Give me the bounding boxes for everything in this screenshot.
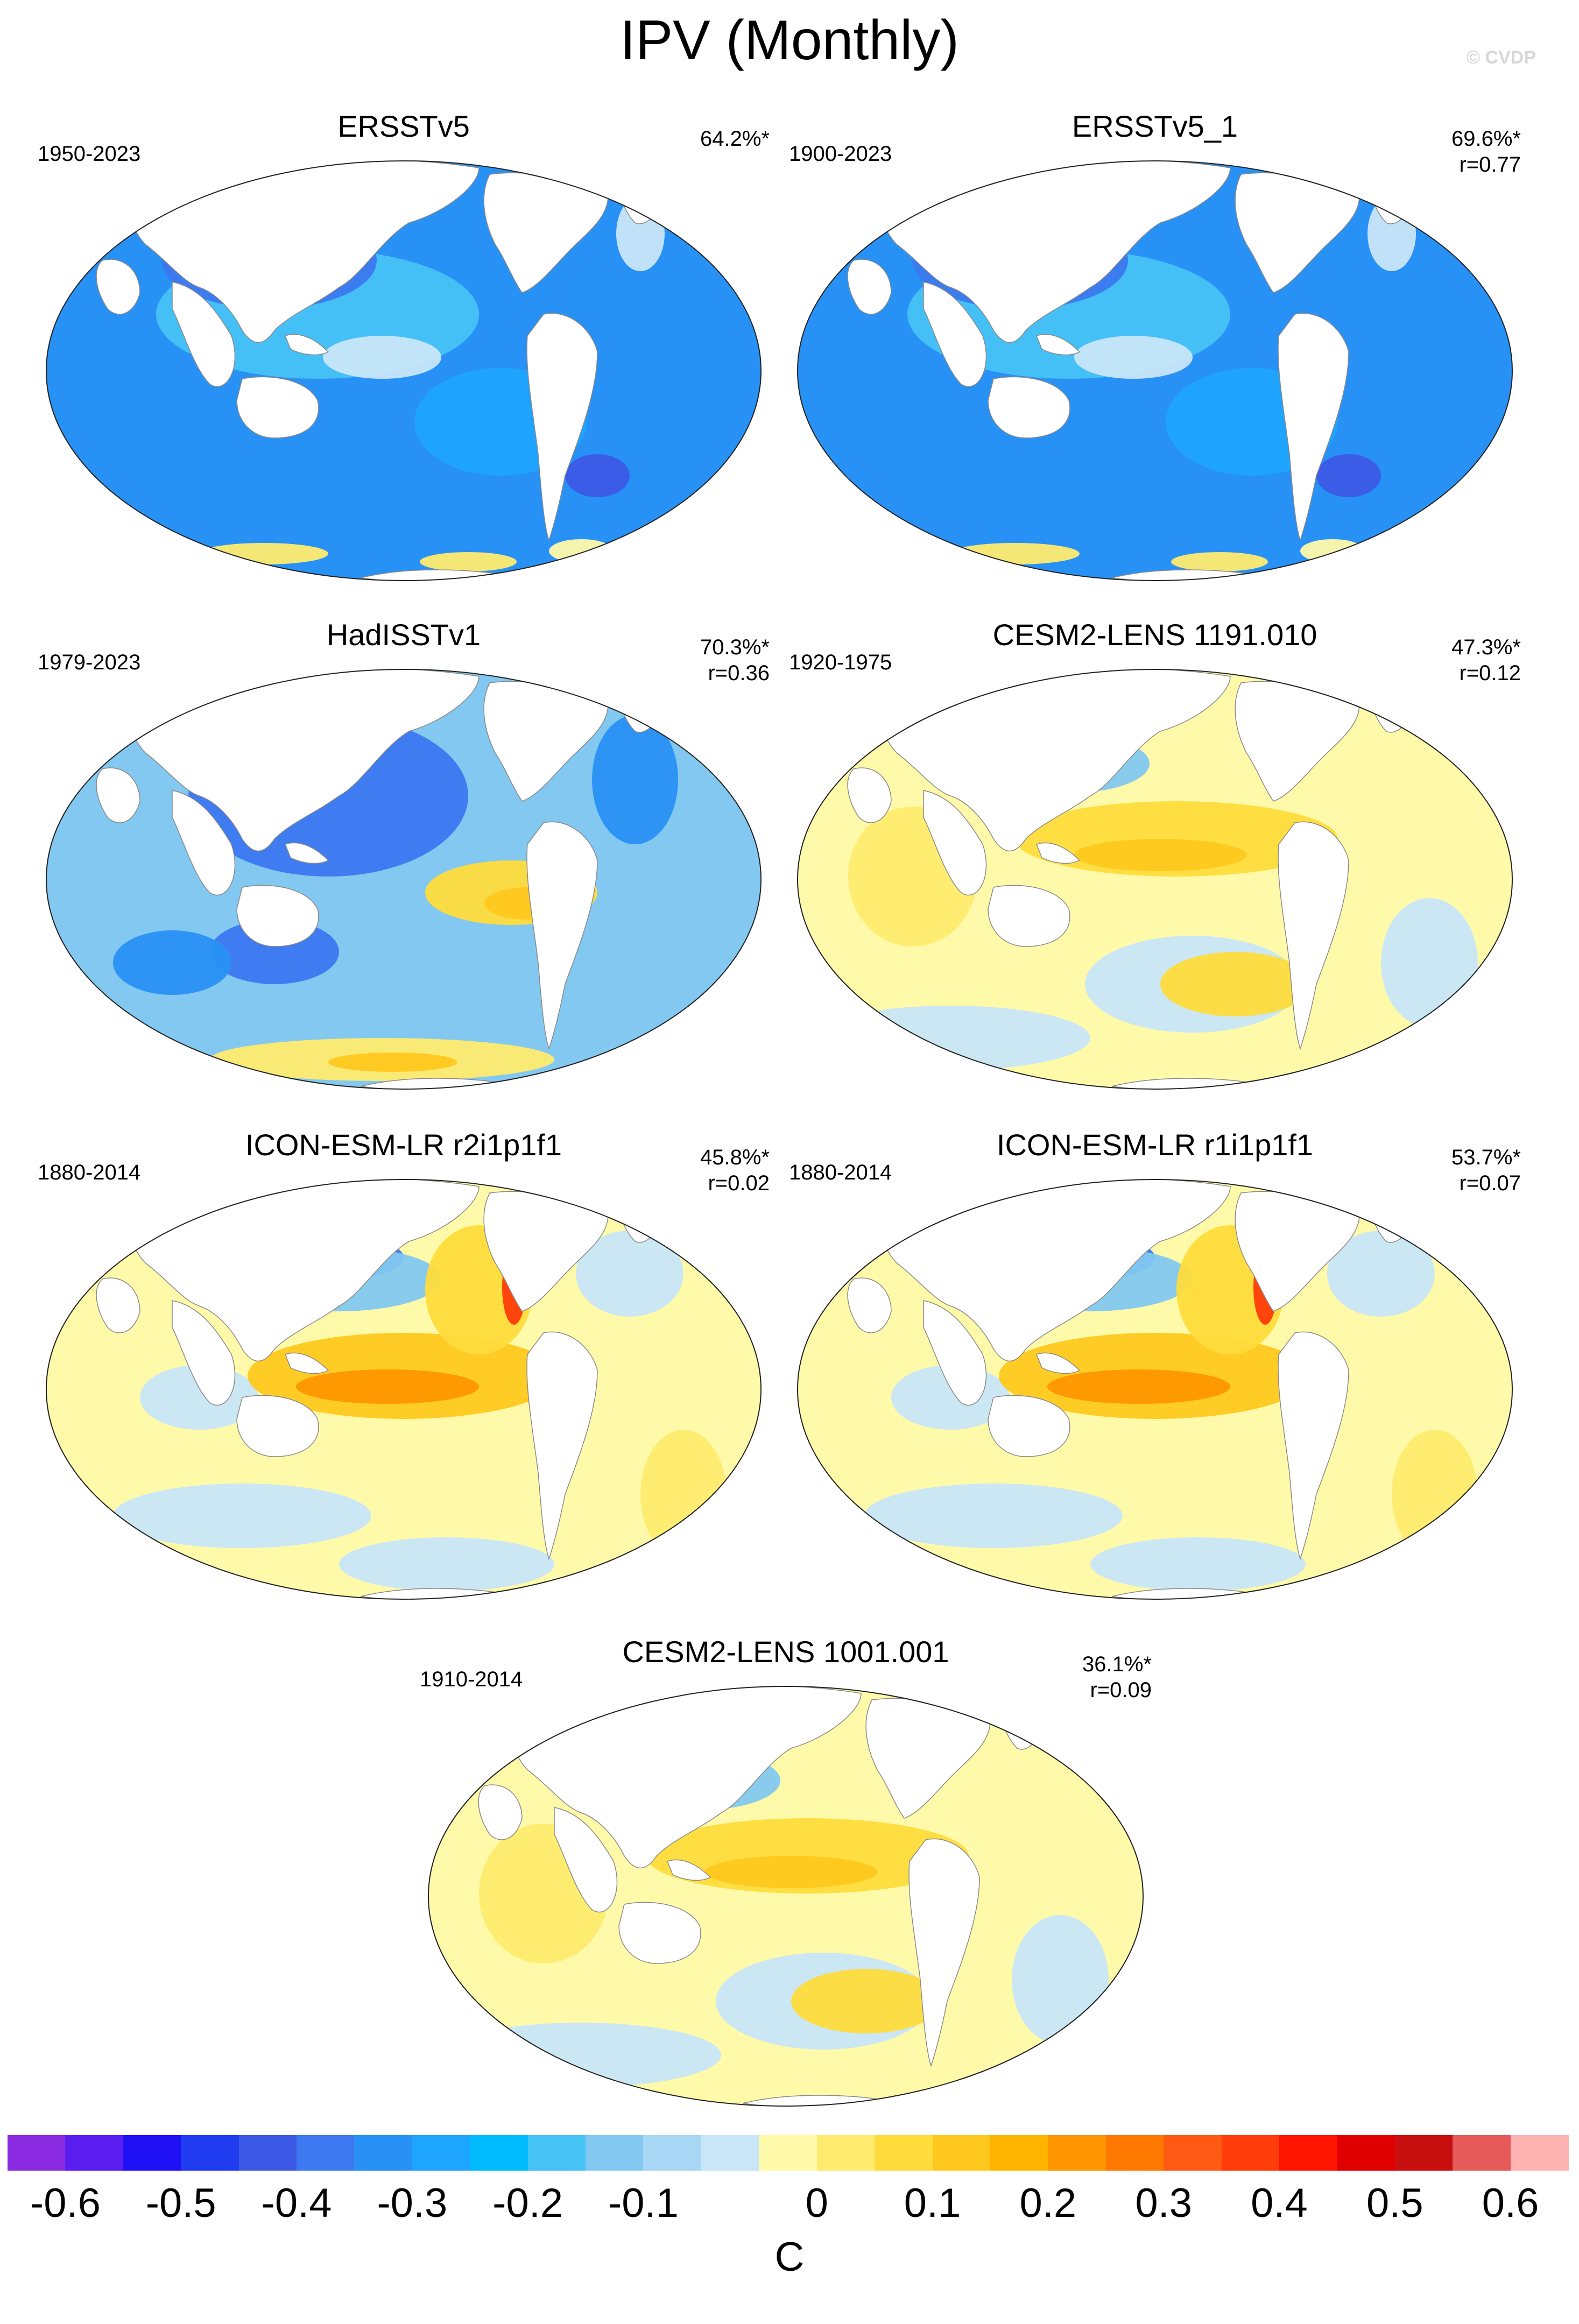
colorbar-swatch <box>1164 2135 1222 2171</box>
colorbar <box>8 2135 1569 2171</box>
panel-correlation: r=0.02 <box>708 1171 770 1195</box>
colorbar-swatch <box>65 2135 124 2171</box>
panel-stats: 70.3%* r=0.36 <box>700 634 770 686</box>
map-panel-ersstv5: ERSSTv5 1950-2023 64.2%* <box>38 108 770 613</box>
panel-stats: 45.8%* r=0.02 <box>700 1145 770 1196</box>
panel-variance: 70.3%* <box>700 635 770 659</box>
panel-period: 1910-2014 <box>420 1668 523 1691</box>
map <box>797 160 1513 581</box>
panel-period: 1900-2023 <box>789 142 892 166</box>
panel-title: ICON-ESM-LR r2i1p1f1 <box>245 1128 562 1162</box>
panel-correlation: r=0.07 <box>1459 1171 1521 1195</box>
colorbar-swatch <box>412 2135 470 2171</box>
colorbar-tick-label: -0.1 <box>608 2180 679 2226</box>
colorbar-tick-label: -0.6 <box>30 2180 101 2226</box>
colorbar-tick-label: -0.3 <box>377 2180 448 2226</box>
panel-stats: 64.2%* <box>700 126 770 152</box>
colorbar-swatch <box>1510 2135 1569 2171</box>
colorbar-swatch <box>701 2135 759 2171</box>
colorbar-tick-label: -0.5 <box>145 2180 216 2226</box>
colorbar-units: C <box>774 2234 805 2280</box>
colorbar-swatch <box>932 2135 991 2171</box>
panel-stats: 53.7%* r=0.07 <box>1451 1145 1521 1196</box>
panel-stats: 47.3%* r=0.12 <box>1451 634 1521 686</box>
colorbar-swatch <box>238 2135 297 2171</box>
colorbar-swatch <box>1453 2135 1511 2171</box>
colorbar-swatch <box>123 2135 181 2171</box>
colorbar-swatch <box>470 2135 528 2171</box>
map <box>797 669 1513 1090</box>
panel-title: ICON-ESM-LR r1i1p1f1 <box>996 1128 1314 1162</box>
watermark: © CVDP <box>1467 47 1536 68</box>
colorbar-tick-label: 0.1 <box>904 2180 961 2226</box>
colorbar-swatch <box>990 2135 1048 2171</box>
panel-correlation: r=0.77 <box>1459 153 1521 176</box>
map <box>797 1179 1513 1600</box>
map-panel-hadisstv1: HadISSTv1 1979-2023 70.3%* r=0.36 <box>38 616 770 1122</box>
panel-stats: 36.1%* r=0.09 <box>1082 1651 1152 1703</box>
map-panel-icon-esm-lr-r2i1p1f1: ICON-ESM-LR r2i1p1f1 1880-2014 45.8%* r=… <box>38 1126 770 1632</box>
colorbar-tick-label: 0.5 <box>1366 2180 1423 2226</box>
panel-title: HadISSTv1 <box>326 618 481 652</box>
panel-variance: 53.7%* <box>1451 1146 1521 1169</box>
figure-title: IPV (Monthly) <box>620 9 959 72</box>
panel-variance: 64.2%* <box>700 127 770 151</box>
panel-correlation: r=0.36 <box>708 661 770 685</box>
colorbar-tick-label: 0.4 <box>1251 2180 1308 2226</box>
panel-correlation: r=0.09 <box>1090 1678 1152 1702</box>
colorbar-swatch <box>1337 2135 1395 2171</box>
map-panel-icon-esm-lr-r1i1p1f1: ICON-ESM-LR r1i1p1f1 1880-2014 53.7%* r=… <box>789 1126 1521 1632</box>
panel-variance: 69.6%* <box>1451 127 1521 151</box>
colorbar-tick-label: 0.2 <box>1019 2180 1077 2226</box>
colorbar-tick-label: 0 <box>805 2180 828 2226</box>
panel-variance: 45.8%* <box>700 1146 770 1169</box>
panel-correlation: r=0.12 <box>1459 661 1521 685</box>
colorbar-swatch <box>1105 2135 1164 2171</box>
map-panel-ersstv5-1: ERSSTv5_1 1900-2023 69.6%* r=0.77 <box>789 108 1521 613</box>
colorbar-swatch <box>816 2135 875 2171</box>
colorbar-swatch <box>354 2135 413 2171</box>
colorbar-tick-label: 0.6 <box>1482 2180 1539 2226</box>
colorbar-swatch <box>1221 2135 1280 2171</box>
panel-period: 1880-2014 <box>789 1161 892 1184</box>
panel-title: CESM2-LENS 1001.001 <box>622 1635 949 1669</box>
colorbar-tick-label: 0.3 <box>1135 2180 1192 2226</box>
panel-stats: 69.6%* r=0.77 <box>1451 126 1521 178</box>
colorbar-swatch <box>875 2135 933 2171</box>
panel-variance: 36.1%* <box>1082 1652 1152 1676</box>
panel-variance: 47.3%* <box>1451 635 1521 659</box>
panel-period: 1979-2023 <box>38 651 141 674</box>
panel-title: ERSSTv5_1 <box>1072 109 1238 143</box>
colorbar-swatch <box>586 2135 644 2171</box>
map-panel-cesm2-lens-1001-001: CESM2-LENS 1001.001 1910-2014 36.1%* r=0… <box>420 1633 1152 2139</box>
panel-period: 1920-1975 <box>789 651 892 674</box>
colorbar-swatch <box>1279 2135 1337 2171</box>
colorbar-swatch <box>1394 2135 1453 2171</box>
colorbar-tick-label: -0.2 <box>492 2180 563 2226</box>
map-panel-cesm2-lens-1191-010: CESM2-LENS 1191.010 1920-1975 47.3%* r=0… <box>789 616 1521 1122</box>
panel-title: CESM2-LENS 1191.010 <box>992 618 1317 652</box>
map <box>428 1686 1144 2107</box>
panel-period: 1950-2023 <box>38 142 141 166</box>
colorbar-swatch <box>8 2135 66 2171</box>
colorbar-swatch <box>181 2135 239 2171</box>
map <box>46 160 762 581</box>
colorbar-swatch <box>643 2135 702 2171</box>
panel-title: ERSSTv5 <box>337 109 470 143</box>
colorbar-swatch <box>1048 2135 1106 2171</box>
colorbar-tick-label: -0.4 <box>261 2180 332 2226</box>
colorbar-swatch <box>527 2135 586 2171</box>
colorbar-swatch <box>759 2135 817 2171</box>
colorbar-swatch <box>297 2135 355 2171</box>
panel-period: 1880-2014 <box>38 1161 141 1184</box>
map <box>46 669 762 1090</box>
map <box>46 1179 762 1600</box>
